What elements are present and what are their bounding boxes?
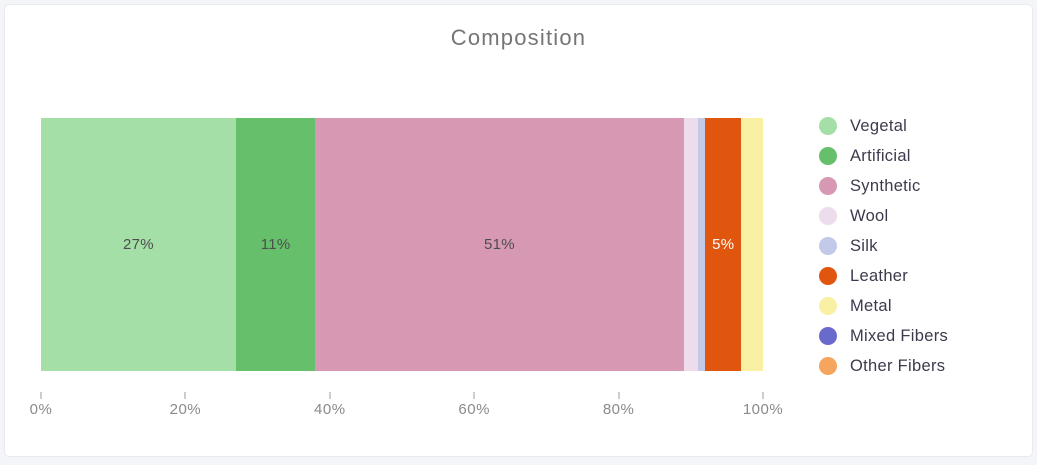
x-axis-tick-label: 0% xyxy=(29,401,53,418)
legend-color-dot xyxy=(819,117,837,135)
segment-value-label: 51% xyxy=(483,236,515,253)
bar-segment-vegetal[interactable]: 27% xyxy=(41,118,236,371)
x-axis-tick xyxy=(473,392,475,399)
legend-label: Mixed Fibers xyxy=(850,326,949,345)
legend-color-dot xyxy=(819,177,837,195)
x-axis-tick xyxy=(40,392,42,399)
x-axis-tick xyxy=(329,392,331,399)
legend-color-dot xyxy=(819,207,837,225)
legend-item-mixed-fibers[interactable]: Mixed Fibers xyxy=(819,321,948,351)
bar-segment-synthetic[interactable]: 51% xyxy=(315,118,684,371)
x-axis: 0% 20% 40% 60% 80% 100% xyxy=(30,391,783,427)
legend-item-artificial[interactable]: Artificial xyxy=(819,141,948,171)
legend-item-leather[interactable]: Leather xyxy=(819,261,948,291)
x-axis-tick xyxy=(184,392,186,399)
x-axis-tick-label: 20% xyxy=(169,401,202,418)
legend-item-vegetal[interactable]: Vegetal xyxy=(819,111,948,141)
legend: Vegetal Artificial Synthetic Wool Silk Leathe… xyxy=(819,111,948,381)
bar-segment-artificial[interactable]: 11% xyxy=(235,118,316,371)
bar-segment-metal[interactable] xyxy=(741,118,763,371)
stacked-bar: 27% 11% 51% 5% xyxy=(41,118,763,371)
legend-label: Wool xyxy=(850,206,889,225)
legend-label: Other Fibers xyxy=(850,356,946,375)
legend-color-dot xyxy=(819,147,837,165)
segment-value-label: 11% xyxy=(260,236,291,253)
bar-segment-silk[interactable] xyxy=(698,118,706,371)
legend-label: Leather xyxy=(850,266,909,285)
legend-label: Synthetic xyxy=(850,176,921,195)
segment-value-label: 5% xyxy=(712,236,735,253)
x-axis-tick-label: 40% xyxy=(314,401,346,418)
x-axis-tick xyxy=(618,392,620,399)
legend-item-silk[interactable]: Silk xyxy=(819,231,948,261)
legend-item-synthetic[interactable]: Synthetic xyxy=(819,171,948,201)
x-axis-tick xyxy=(762,392,764,399)
segment-value-label: 27% xyxy=(123,236,154,253)
x-axis-tick-label: 100% xyxy=(742,401,784,418)
bar-segment-wool[interactable] xyxy=(683,118,698,371)
x-axis-tick-label: 80% xyxy=(602,401,635,418)
legend-item-other-fibers[interactable]: Other Fibers xyxy=(819,351,948,381)
chart-title: Composition xyxy=(450,25,587,50)
bar-segment-leather[interactable]: 5% xyxy=(705,118,742,371)
legend-label: Silk xyxy=(850,236,878,255)
legend-color-dot xyxy=(819,237,837,255)
legend-color-dot xyxy=(819,267,837,285)
chart-card: Composition 27% 11% 51% 5% 0% 20% 40% 60% 80% 10… xyxy=(4,4,1033,457)
legend-label: Metal xyxy=(850,296,892,315)
legend-label: Vegetal xyxy=(850,116,908,135)
legend-item-wool[interactable]: Wool xyxy=(819,201,948,231)
legend-color-dot xyxy=(819,327,837,345)
legend-item-metal[interactable]: Metal xyxy=(819,291,948,321)
plot-area: 27% 11% 51% 5% xyxy=(41,118,763,371)
legend-color-dot xyxy=(819,297,837,315)
legend-color-dot xyxy=(819,357,837,375)
legend-label: Artificial xyxy=(850,146,911,165)
x-axis-tick-label: 60% xyxy=(458,401,490,418)
